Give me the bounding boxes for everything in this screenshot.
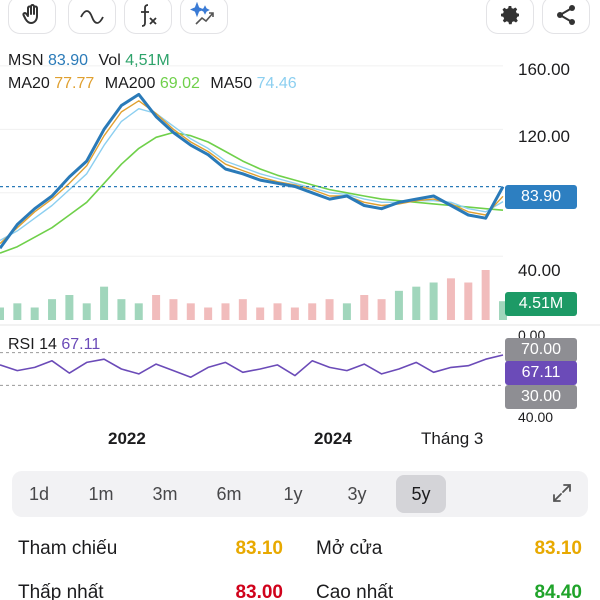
- ma20-label: MA20: [8, 75, 50, 92]
- price-legend: MSN 83.90 Vol 4,51M: [8, 52, 176, 70]
- volume-bar: [204, 307, 213, 320]
- ai-trend-button[interactable]: [180, 0, 228, 34]
- hand-icon: [22, 4, 38, 24]
- volume-bar: [273, 303, 282, 320]
- y-tick-label: 120.00: [518, 127, 570, 146]
- volume-bar: [325, 299, 334, 320]
- wave-icon: [80, 10, 104, 24]
- indicator-tool-button[interactable]: [124, 0, 172, 34]
- period-1d[interactable]: 1d: [28, 483, 50, 504]
- series-line-msn: [0, 92, 505, 250]
- chart-canvas[interactable]: [0, 40, 600, 460]
- stats-row-2: Thấp nhất 83.00 Cao nhất 84.40: [0, 582, 600, 600]
- volume-bar: [48, 299, 57, 320]
- x-tick-label: Tháng 3: [421, 429, 484, 448]
- price-value: 83.90: [48, 52, 89, 69]
- volume-bar: [238, 299, 247, 320]
- volume-bar: [152, 295, 161, 320]
- hand-tool-button[interactable]: [8, 0, 56, 34]
- share-icon: [557, 5, 575, 25]
- rsi-high-tag: 70.00: [505, 338, 577, 362]
- sparkle-trend-icon: [190, 2, 214, 25]
- volume-bar: [481, 270, 490, 320]
- volume-bar: [186, 303, 195, 320]
- ref-price-value: 83.10: [235, 538, 283, 559]
- volume-bar: [0, 307, 4, 320]
- period-3m[interactable]: 3m: [152, 483, 178, 504]
- volume-bar: [394, 290, 403, 320]
- rsi-bottom-label: 40.00: [518, 409, 554, 425]
- expand-icon[interactable]: [550, 481, 574, 505]
- rsi-legend: RSI 14 67.11: [8, 336, 106, 354]
- ma200-label: MA200: [104, 75, 156, 92]
- stats-row-1: Tham chiếu 83.10 Mở cửa 83.10: [0, 538, 600, 578]
- volume-bar: [446, 278, 455, 320]
- y-tick-label: 40.00: [518, 261, 561, 280]
- rsi-label: RSI 14: [8, 336, 57, 353]
- volume-bar: [82, 303, 91, 320]
- rsi-line: [0, 354, 504, 378]
- x-tick-label: 2024: [314, 429, 352, 448]
- period-selector: 1d 1m 3m 6m 1y 3y 5y: [12, 471, 588, 517]
- period-1y[interactable]: 1y: [283, 483, 303, 504]
- open-price-value: 83.10: [534, 538, 582, 559]
- volume-bar: [308, 303, 317, 320]
- symbol-label: MSN: [8, 52, 44, 69]
- volume-bar: [360, 295, 369, 320]
- ma200-value: 69.02: [159, 75, 200, 92]
- volume-bar: [117, 299, 126, 320]
- volume-bar: [65, 295, 74, 320]
- line-tool-button[interactable]: [68, 0, 116, 34]
- rsi-low-tag: 30.00: [505, 385, 577, 409]
- ref-price-label: Tham chiếu: [18, 538, 118, 559]
- volume-bar: [290, 307, 299, 320]
- ma50-value: 74.46: [256, 75, 297, 92]
- ma20-value: 77.77: [54, 75, 95, 92]
- volume-bar: [412, 286, 421, 320]
- period-1m[interactable]: 1m: [88, 483, 114, 504]
- volume-bar: [169, 299, 178, 320]
- vol-label: Vol: [98, 52, 121, 69]
- rsi-value-tag: 67.11: [505, 361, 577, 385]
- open-price-label: Mở cửa: [316, 538, 383, 559]
- y-tick-label: 160.00: [518, 60, 570, 79]
- gear-icon: [501, 6, 519, 25]
- volume-bar: [256, 307, 265, 320]
- volume-bar: [342, 303, 351, 320]
- x-tick-label: 2022: [108, 429, 146, 448]
- volume-bar: [464, 282, 473, 320]
- vol-value: 4,51M: [125, 52, 170, 69]
- chart-toolbar: [0, 0, 600, 40]
- series-line-ma50: [0, 108, 504, 242]
- volume-bar: [30, 307, 39, 320]
- volume-bar: [221, 303, 230, 320]
- low-price-value: 83.00: [235, 582, 283, 600]
- high-price-label: Cao nhất: [316, 582, 394, 600]
- series-line-ma20: [0, 100, 504, 245]
- ma-legend: MA20 77.77 MA200 69.02 MA50 74.46: [8, 75, 303, 93]
- price-tag: 83.90: [505, 185, 577, 209]
- volume-bar: [377, 299, 386, 320]
- high-price-value: 84.40: [534, 582, 582, 600]
- function-icon: [141, 4, 157, 27]
- period-6m[interactable]: 6m: [216, 483, 242, 504]
- settings-button[interactable]: [486, 0, 534, 34]
- volume-bar: [499, 301, 507, 320]
- volume-tag: 4.51M: [505, 292, 577, 316]
- share-button[interactable]: [542, 0, 590, 34]
- volume-bar: [429, 282, 438, 320]
- ma50-label: MA50: [210, 75, 253, 92]
- period-3y[interactable]: 3y: [347, 483, 367, 504]
- volume-bar: [13, 303, 22, 320]
- volume-bar: [100, 286, 109, 320]
- rsi-legend-value: 67.11: [61, 336, 101, 353]
- stock-chart[interactable]: MSN 83.90 Vol 4,51M MA20 77.77 MA200 69.…: [0, 40, 600, 460]
- low-price-label: Thấp nhất: [18, 582, 104, 600]
- series-line-ma200: [0, 131, 504, 254]
- volume-bar: [134, 303, 143, 320]
- period-5y[interactable]: 5y: [396, 475, 446, 513]
